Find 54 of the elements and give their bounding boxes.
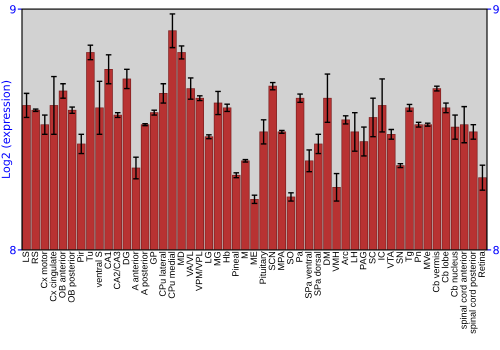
x-tick-label: GP <box>150 252 157 264</box>
x-tick-label: Hb <box>222 252 230 262</box>
x-tick-label: DG <box>122 252 130 264</box>
y2-tick-label: 9 <box>493 5 499 14</box>
x-tick-label: SPa dorsal <box>314 252 321 296</box>
x-tick-label: Pa <box>296 251 303 262</box>
x-tick-label: M <box>241 252 248 258</box>
x-tick-label: Retina <box>478 251 485 278</box>
x-tick-label: A anterior <box>132 251 138 291</box>
x-tick-label: MPA <box>278 251 284 270</box>
x-tick-label: VPM/VPL <box>196 252 202 291</box>
x-tick-label: spinal cord anterior <box>460 251 468 329</box>
x-tick-label: CA1 <box>104 252 112 269</box>
x-tick-label: SC <box>369 252 376 264</box>
x-tick-label: Arc <box>342 252 348 266</box>
x-tick-label: MVe <box>424 252 430 269</box>
x-tick-label: Cb vermis <box>432 252 440 292</box>
x-tick-label: Tu <box>86 252 93 262</box>
x-tick-label: OB anterior <box>58 251 66 298</box>
x-tick-label: CPu lateral <box>159 252 166 296</box>
x-tick-label: RS <box>32 252 38 264</box>
x-tick-label: SO <box>286 252 294 264</box>
x-tick-label: CPu medial <box>168 252 175 298</box>
x-tick-label: Cx motor <box>40 251 48 288</box>
x-tick-label: CA2/CA3 <box>113 252 120 290</box>
x-tick-label: LH <box>350 252 358 262</box>
x-tick-label: Tg <box>406 252 414 262</box>
x-tick-label: SN <box>396 252 403 264</box>
x-tick-label: Pir <box>76 251 84 262</box>
x-tick-label: ventral S <box>95 252 102 288</box>
x-tick-label: LS <box>22 252 30 262</box>
y2-tick-label: 8 <box>493 246 499 254</box>
x-tick-label: spinal cord posterior <box>469 251 478 334</box>
x-tick-label: PAG <box>360 252 366 270</box>
x-tick-label: DM <box>324 252 330 265</box>
x-tick-label: MG <box>214 252 220 266</box>
x-tick-label: IC <box>378 252 385 260</box>
x-tick-label: SPa ventral <box>304 252 312 298</box>
x-tick-label: ME <box>250 252 257 264</box>
x-tick-label: SCN <box>268 252 276 270</box>
x-tick-label: Cb lobe <box>442 252 448 282</box>
x-tick-label: VTA <box>387 251 394 268</box>
x-tick-label: Cx cingulate <box>50 252 58 302</box>
x-tick-label: OB posterior <box>68 251 76 302</box>
x-tick-label: A posterior <box>140 251 150 296</box>
x-tick-label: VA/VL <box>186 252 194 277</box>
x-tick-label: LG <box>204 252 212 263</box>
x-tick-label: MD <box>178 252 184 265</box>
x-tick-label: Pineal <box>232 252 239 276</box>
x-tick-label: Pituitary <box>259 251 268 284</box>
x-tick-label: Cb nucleus <box>450 252 458 297</box>
x-tick-label: VMH <box>332 252 339 272</box>
x-tick-label: Pn <box>414 252 421 262</box>
y-axis-title: Log2 (expression) <box>1 80 12 178</box>
